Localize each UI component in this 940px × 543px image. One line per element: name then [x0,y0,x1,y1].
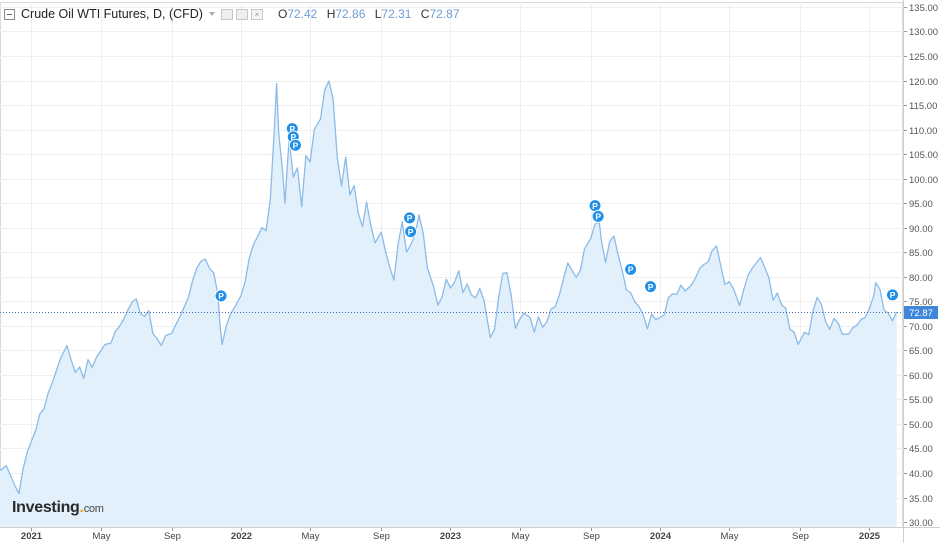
series-line [0,80,898,495]
marker-p-icon: P [644,280,658,294]
x-tick-label: May [93,531,111,542]
x-tick-label: Sep [792,531,809,542]
y-tick-label: 50.00 [909,420,933,431]
x-tick-label: Sep [583,531,600,542]
marker-label: P [290,132,296,142]
last-price-badge [904,306,938,319]
y-tick-label: 45.00 [909,444,933,455]
marker-p-icon: P [214,289,228,303]
chart-title: Crude Oil WTI Futures, D, (CFD) [21,7,203,21]
y-tick-label: 65.00 [909,346,933,357]
y-tick-label: 85.00 [909,248,933,259]
y-tick-label: 115.00 [909,101,937,112]
y-tick-label: 75.00 [909,297,933,308]
marker-label: P [595,212,601,222]
open-key: O [277,7,288,21]
x-tick-label: 2023 [440,531,461,542]
marker-circle [624,262,638,276]
marker-label: P [592,201,598,211]
y-tick-label: 135.00 [909,3,938,14]
marker-circle [404,225,418,239]
close-value: 72.87 [429,7,460,21]
marker-label: P [218,291,224,301]
y-tick-label: 130.00 [909,27,938,38]
y-tick-label: 35.00 [909,494,933,505]
marker-circle [288,138,302,152]
y-tick-label: 40.00 [909,469,933,480]
x-tick-label: 2025 [859,531,881,542]
high-key: H [326,7,336,21]
marker-label: P [890,290,896,300]
y-tick-label: 55.00 [909,395,933,406]
open-value: 72.42 [287,7,318,21]
marker-p-icon: P [591,209,605,223]
marker-label: P [648,282,654,292]
logo-brand: Investing [12,499,80,516]
marker-p-icon: P [886,288,900,302]
marker-p-icon: P [404,225,418,239]
y-tick-label: 125.00 [909,52,938,63]
logo-tld: com [83,503,104,515]
ohlc-readout: O72.42 H72.86 L72.31 C72.87 [272,7,460,21]
marker-circle [214,289,228,303]
x-tick-label: 2021 [21,531,43,542]
y-tick-label: 30.00 [909,518,933,529]
series-area-fill [0,81,897,527]
marker-circle [886,288,900,302]
low-value: 72.31 [381,7,412,21]
marker-label: P [289,124,295,134]
investing-logo: Investing.com [12,499,104,516]
y-tick-label: 80.00 [909,273,933,284]
high-value: 72.86 [335,7,366,21]
y-tick-label: 60.00 [909,371,933,382]
x-icon[interactable]: × [250,8,263,20]
x-tick-label: Sep [164,531,181,542]
collapse-icon[interactable] [4,8,15,20]
x-tick-label: 2024 [650,531,672,542]
marker-circle [403,211,417,225]
x-tick-label: 2022 [231,531,252,542]
gear-icon[interactable] [235,8,248,20]
marker-p-icon: P [403,211,417,225]
close-key: C [420,7,430,21]
y-tick-label: 90.00 [909,224,933,235]
marker-p-icon: P [288,138,302,152]
marker-label: P [408,227,414,237]
y-tick-label: 120.00 [909,77,938,88]
x-tick-label: Sep [373,531,390,542]
x-tick-label: May [512,531,530,542]
marker-p-icon: P [588,199,602,213]
eye-icon[interactable] [220,8,233,20]
chart-header: Crude Oil WTI Futures, D, (CFD) × O72.42… [4,5,460,23]
low-key: L [374,7,382,21]
y-tick-label: 105.00 [909,150,938,161]
y-tick-label: 95.00 [909,199,933,210]
marker-label: P [407,213,413,223]
marker-circle [591,209,605,223]
marker-label: P [293,141,299,151]
marker-p-icon: P [624,262,638,276]
x-tick-label: May [302,531,320,542]
last-price-label: 72.87 [909,308,933,319]
price-area [0,80,903,527]
dropdown-icon[interactable] [208,12,215,16]
y-tick-label: 100.00 [909,175,938,186]
marker-label: P [628,265,634,275]
y-tick-label: 70.00 [909,322,933,333]
x-tick-label: May [721,531,739,542]
marker-circle [644,280,658,294]
y-tick-label: 110.00 [909,126,937,137]
